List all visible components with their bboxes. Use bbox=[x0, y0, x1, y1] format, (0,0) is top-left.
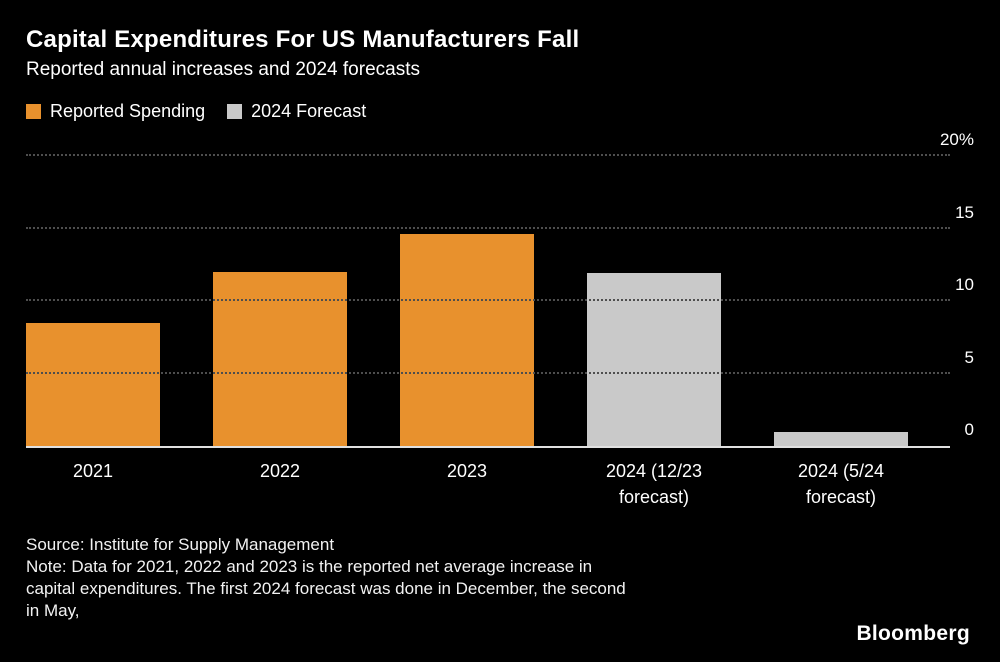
plot-wrap: 0 5 10 15 20% 2021 2022 2023 2024 (12/23 forecas… bbox=[26, 131, 974, 510]
note-line: Note: Data for 2021, 2022 and 2023 is th… bbox=[26, 557, 593, 576]
legend-item-2024-forecast: 2024 Forecast bbox=[227, 101, 366, 122]
legend-swatch-orange-icon bbox=[26, 103, 41, 119]
legend-label: 2024 Forecast bbox=[251, 100, 367, 121]
y-tick-label: 20% bbox=[939, 130, 974, 149]
chart-title: Capital Expenditures For US Manufacturer… bbox=[26, 26, 580, 53]
x-tick-label: 2024 (12/23 forecast) bbox=[605, 461, 703, 507]
plot-area: 0 5 10 15 20% bbox=[26, 131, 974, 448]
source-line: Source: Institute for Supply Management bbox=[26, 535, 335, 554]
x-axis-line bbox=[26, 446, 950, 448]
bar-2024-5-24-forecast- bbox=[774, 431, 908, 446]
bloomberg-logo: Bloomberg bbox=[856, 622, 970, 645]
chart-subtitle: Reported annual increases and 2024 forec… bbox=[26, 59, 420, 80]
gridline bbox=[26, 299, 950, 301]
y-tick-label: 0 bbox=[964, 420, 974, 439]
bars bbox=[26, 156, 908, 446]
note-line: in May, bbox=[26, 601, 80, 620]
x-labels: 2021 2022 2023 2024 (12/23 forecast) 2024 (5/… bbox=[26, 458, 908, 510]
x-tick-label: 2024 (5/24 forecast) bbox=[797, 461, 885, 507]
legend-item-reported-spending: Reported Spending bbox=[26, 101, 205, 122]
y-tick-label: 5 bbox=[964, 347, 974, 367]
gridline bbox=[26, 226, 950, 229]
y-tick-label: 15 bbox=[955, 202, 974, 222]
gridline bbox=[26, 371, 950, 374]
bar-2023 bbox=[400, 234, 534, 446]
legend-swatch-gray-icon bbox=[227, 103, 243, 119]
bar-2022 bbox=[213, 272, 347, 446]
bar-2021 bbox=[26, 322, 160, 446]
x-tick-label: 2022 bbox=[259, 461, 301, 481]
legend-label: Reported Spending bbox=[50, 100, 206, 121]
y-tick-label: 10 bbox=[955, 275, 974, 294]
legend: Reported Spending 2024 Forecast bbox=[26, 100, 974, 122]
gridline bbox=[26, 154, 950, 156]
x-tick-label: 2021 bbox=[72, 461, 114, 481]
x-tick-label: 2023 bbox=[446, 461, 488, 481]
footer: Source: Institute for Supply Management … bbox=[26, 534, 974, 622]
bar-2024-12-23-forecast- bbox=[587, 273, 721, 446]
note-line: capital expenditures. The first 2024 for… bbox=[26, 579, 626, 598]
